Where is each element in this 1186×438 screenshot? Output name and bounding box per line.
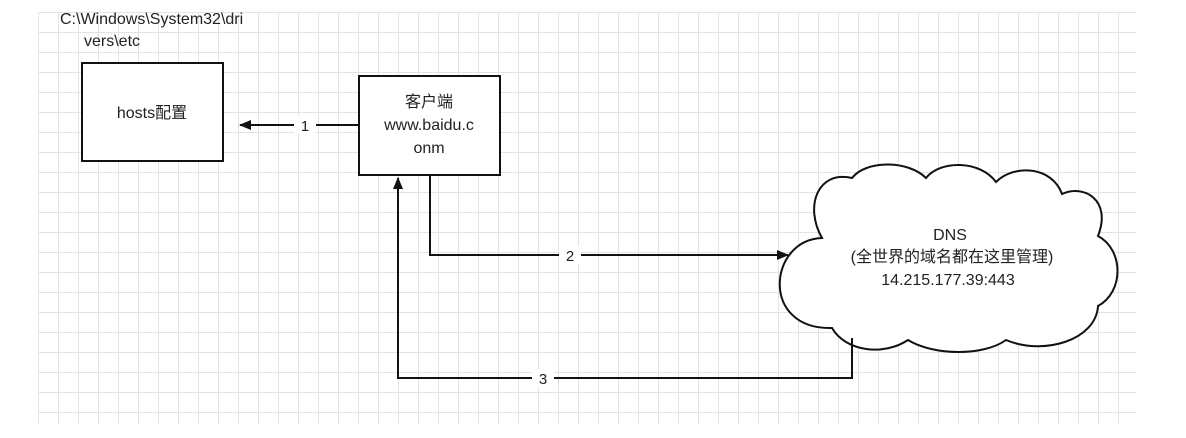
- dns-cloud-line2: (全世界的域名都在这里管理): [851, 248, 1054, 266]
- dns-cloud-line1: DNS: [933, 227, 967, 244]
- edge-1-label-bg: [294, 116, 316, 134]
- client-box-line3: onm: [413, 140, 444, 157]
- path-label-line1: C:\Windows\System32\dri: [60, 11, 243, 28]
- edge-2-label-bg: [559, 246, 581, 264]
- client-box-line1: 客户端: [405, 93, 453, 111]
- dns-cloud[interactable]: [778, 163, 1119, 353]
- hosts-box-label: hosts配置: [117, 104, 187, 122]
- edge-1-label: 1: [301, 118, 309, 135]
- client-box-line2: www.baidu.c: [383, 117, 474, 134]
- edge-3-label-bg: [532, 369, 554, 387]
- path-label-line2: vers\etc: [84, 33, 140, 50]
- edge-2-label: 2: [566, 248, 574, 265]
- edge-3-label: 3: [539, 371, 547, 388]
- edge-3-arrow[interactable]: [393, 177, 853, 379]
- hosts-box[interactable]: [81, 62, 224, 162]
- dns-cloud-line3: 14.215.177.39:443: [881, 272, 1015, 289]
- edge-2-arrow[interactable]: [429, 175, 789, 260]
